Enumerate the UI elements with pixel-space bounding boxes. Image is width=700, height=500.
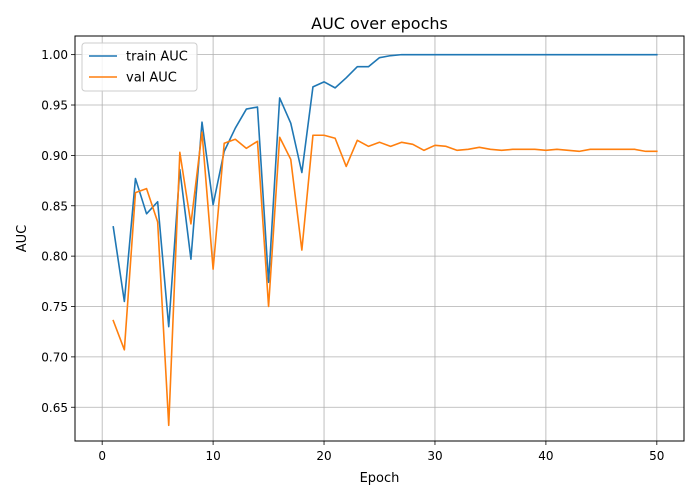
legend-box (81, 42, 198, 92)
y-tick-label: 0.75 (41, 300, 68, 314)
legend: train AUC val AUC (81, 42, 198, 92)
legend-label-val-auc: val AUC (126, 71, 177, 86)
y-axis-ticks: 0.65 0.70 0.75 0.80 0.85 0.90 0.95 1.00 (41, 48, 75, 415)
x-tick-label: 50 (649, 449, 664, 463)
x-tick-label: 30 (427, 449, 442, 463)
series-line-train-auc (112, 53, 658, 328)
series-layer (112, 53, 658, 427)
chart-title: AUC over epochs (311, 14, 448, 33)
x-tick-label: 20 (316, 449, 331, 463)
y-tick-label: 0.95 (41, 99, 68, 113)
x-tick-label: 40 (538, 449, 553, 463)
legend-label-train-auc: train AUC (126, 50, 188, 65)
x-tick-label: 10 (205, 449, 220, 463)
y-tick-label: 1.00 (41, 48, 68, 62)
y-tick-label: 0.90 (41, 149, 68, 163)
plot-frame (74, 35, 685, 442)
y-tick-label: 0.85 (41, 199, 68, 213)
grid-layer (75, 36, 684, 441)
x-axis-ticks: 0 10 20 30 40 50 (98, 441, 664, 463)
y-tick-label: 0.80 (41, 250, 68, 264)
y-axis-label: AUC (15, 225, 30, 253)
x-axis-label: Epoch (360, 471, 400, 486)
y-tick-label: 0.65 (41, 401, 68, 415)
x-tick-label: 0 (98, 449, 106, 463)
series-line-val-auc (112, 131, 658, 427)
y-tick-label: 0.70 (41, 350, 68, 364)
